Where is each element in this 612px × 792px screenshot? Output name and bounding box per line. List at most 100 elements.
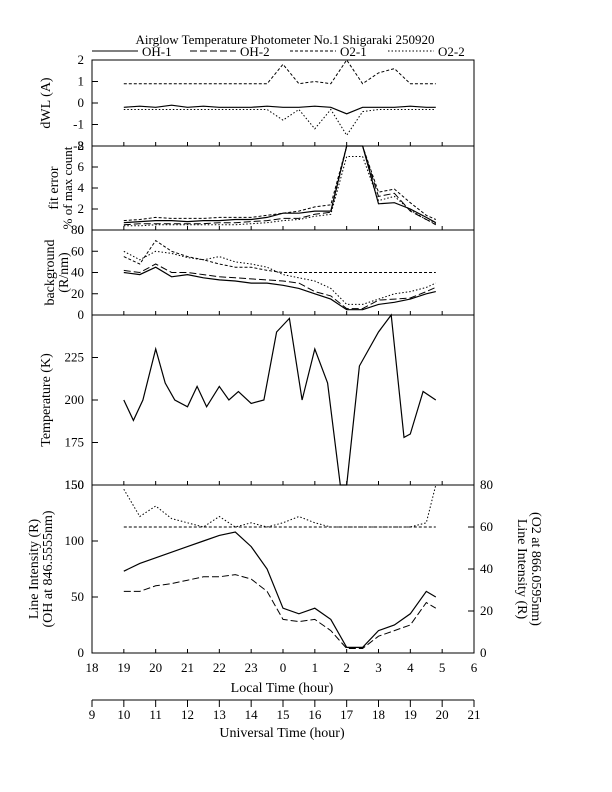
y-tick-label: 0 <box>78 307 85 322</box>
y-axis-label: background <box>43 239 58 305</box>
series-oh-1 <box>123 531 437 648</box>
local-tick-label: 20 <box>149 660 162 675</box>
series-oh-1 <box>123 266 436 311</box>
panels: -2 -1 0 1 2 dWL (A) 0 2 4 6 8 fit error% of max cou… <box>27 52 543 660</box>
y-tick-label: 2 <box>78 52 85 67</box>
series-oh-1 <box>123 313 437 486</box>
y-tick-label: 2 <box>78 201 85 216</box>
panel-frame <box>91 145 475 231</box>
local-tick-label: 21 <box>181 660 194 675</box>
y-axis-sublabel: (R/nm) <box>57 252 72 293</box>
panel-frame <box>91 59 475 147</box>
ut-tick-label: 19 <box>404 707 417 722</box>
y-right-tick-label: 0 <box>480 645 487 660</box>
ut-tick-label: 18 <box>372 707 385 722</box>
y-right-tick-label: 20 <box>480 603 493 618</box>
series-o2-2 <box>123 108 436 137</box>
ut-axis-label: Universal Time (hour) <box>219 726 345 741</box>
series-o2-1 <box>123 145 437 222</box>
y-tick-label: 150 <box>65 477 85 492</box>
y-right-tick-label: 80 <box>480 477 493 492</box>
series-o2-2 <box>123 484 437 528</box>
series-oh-2 <box>123 263 437 310</box>
y-axis-label: fit error <box>47 166 62 209</box>
y-tick-label: 225 <box>65 350 85 365</box>
panel-4: 150 175 200 225 Temperature (K) <box>39 313 475 492</box>
y-tick-label: 0 <box>78 95 85 110</box>
y-tick-label: 4 <box>78 180 85 195</box>
ut-tick-label: 15 <box>277 707 290 722</box>
local-tick-label: 23 <box>245 660 258 675</box>
series-oh-1 <box>123 145 437 224</box>
y-tick-label: 6 <box>78 159 85 174</box>
legend-label-oh-1: OH-1 <box>142 44 172 59</box>
y-tick-label: 0 <box>78 222 85 237</box>
ut-tick-label: 16 <box>308 707 322 722</box>
ut-tick-label: 20 <box>436 707 449 722</box>
y-tick-label: 8 <box>78 138 85 153</box>
y-tick-label: 100 <box>65 533 85 548</box>
y-tick-label: 60 <box>71 243 84 258</box>
panel-1: -2 -1 0 1 2 dWL (A) <box>39 52 475 153</box>
y-tick-label: 50 <box>71 589 84 604</box>
y-tick-label: 40 <box>71 265 84 280</box>
local-tick-label: 0 <box>280 660 287 675</box>
local-tick-label: 4 <box>407 660 414 675</box>
y-right-axis-sublabel: (O2 at 866.0595nm) <box>528 512 543 626</box>
local-tick-label: 18 <box>86 660 99 675</box>
ut-tick-label: 17 <box>340 707 354 722</box>
legend-label-o2-1: O2-1 <box>340 44 367 59</box>
y-right-tick-label: 40 <box>480 561 493 576</box>
local-tick-label: 5 <box>439 660 446 675</box>
ut-tick-label: 9 <box>89 707 96 722</box>
y-tick-label: -1 <box>73 117 84 132</box>
y-tick-label: 0 <box>78 645 85 660</box>
series-o2-1 <box>123 239 436 273</box>
series-o2-1 <box>123 59 436 85</box>
ut-tick-label: 10 <box>117 707 130 722</box>
series-oh-2 <box>123 145 437 226</box>
legend: OH-1 OH-2 O2-1 O2-2 <box>92 44 465 59</box>
local-time-axis: 18 19 20 21 22 23 0 1 2 3 4 5 6 <box>86 660 478 675</box>
y-axis-label: Line Intensity (R) <box>27 519 42 620</box>
y-right-tick-label: 60 <box>480 519 493 534</box>
local-tick-label: 19 <box>117 660 130 675</box>
panel-3: 0 20 40 60 80 background (R/nm) <box>43 222 475 322</box>
y-axis-sublabel: (OH at 846.5555nm) <box>41 510 56 627</box>
series-o2-2 <box>123 250 437 305</box>
y-tick-label: -2 <box>73 138 84 153</box>
y-tick-label: 1 <box>78 74 85 89</box>
y-tick-label: 150 <box>65 477 85 492</box>
y-axis-sublabel: % of max count <box>60 146 75 229</box>
legend-label-o2-2: O2-2 <box>438 44 465 59</box>
panel-2: 0 2 4 6 8 fit error% of max count <box>47 138 475 237</box>
local-tick-label: 6 <box>471 660 478 675</box>
chart-title: Airglow Temperature Photometer No.1 Shig… <box>136 32 435 47</box>
y-axis-label: dWL (A) <box>39 77 54 129</box>
local-tick-label: 3 <box>375 660 382 675</box>
y-right-axis-label: Line Intensity (R) <box>514 519 529 620</box>
ut-tick-label: 21 <box>468 707 481 722</box>
series-oh-2 <box>123 574 437 649</box>
series-o2-2 <box>123 156 437 227</box>
legend-label-oh-2: OH-2 <box>240 44 270 59</box>
y-tick-label: 175 <box>65 435 85 450</box>
local-tick-label: 2 <box>343 660 350 675</box>
series-oh-1 <box>123 104 436 115</box>
panel-frame <box>91 314 475 486</box>
ut-tick-label: 13 <box>213 707 226 722</box>
local-axis-label: Local Time (hour) <box>231 681 334 696</box>
ut-tick-label: 12 <box>181 707 194 722</box>
y-tick-label: 80 <box>71 222 84 237</box>
series-o2-1 <box>340 465 436 485</box>
y-tick-label: 200 <box>65 392 85 407</box>
ut-tick-label: 14 <box>245 707 259 722</box>
local-tick-label: 22 <box>213 660 226 675</box>
y-tick-label: 20 <box>71 286 84 301</box>
ut-axis: 9 10 11 12 13 14 15 16 17 18 19 20 21 <box>89 699 481 722</box>
ut-tick-label: 11 <box>149 707 162 722</box>
local-tick-label: 1 <box>312 660 319 675</box>
y-axis-label: Temperature (K) <box>39 353 54 447</box>
